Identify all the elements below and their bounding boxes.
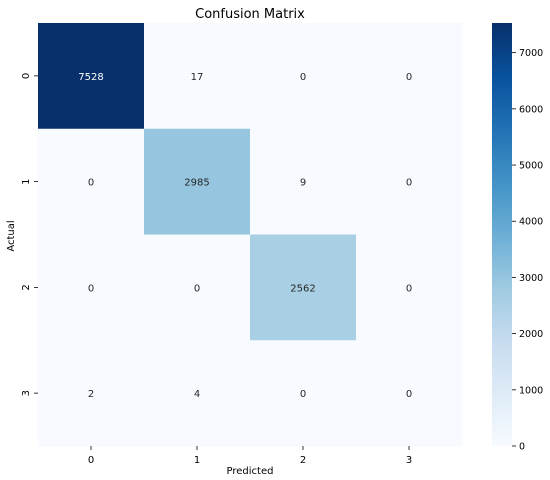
cell-value-label: 0 [88,283,94,294]
cell-value-label: 7528 [78,72,103,83]
colorbar-tick-label: 3000 [519,273,543,284]
x-tick-label: 1 [194,455,200,466]
chart-title: Confusion Matrix [195,7,305,22]
heatmap-cell [38,234,145,341]
heatmap-cell [144,128,251,235]
heatmap-cell [250,128,357,235]
y-tick-label: 2 [21,284,32,290]
heatmap-cell [356,23,463,130]
cell-value-label: 0 [406,72,412,83]
cell-value-label: 2985 [184,178,209,189]
cell-value-label: 0 [406,389,412,400]
cell-value-label: 0 [300,72,306,83]
heatmap-cell [38,128,145,235]
y-tick-label: 3 [21,390,32,396]
colorbar-tick-label: 5000 [519,161,543,172]
cell-value-label: 2562 [290,283,315,294]
cell-value-label: 9 [300,178,306,189]
heatmap-cell [250,340,357,447]
y-axis-ticks: 0 1 2 3 [21,73,38,396]
y-tick-label: 0 [21,73,32,79]
x-tick-label: 2 [300,455,306,466]
y-tick-label: 1 [21,178,32,184]
colorbar-tick-label: 1000 [519,385,543,396]
cell-value-label: 0 [88,178,94,189]
heatmap-cell [144,234,251,341]
heatmap-cell [356,128,463,235]
cell-value-label: 4 [194,389,200,400]
cell-value-label: 2 [88,389,94,400]
colorbar [492,23,512,446]
heatmap-cell [250,23,357,130]
heatmap-cell [144,340,251,447]
heatmap-cell [356,234,463,341]
cell-value-label: 0 [300,389,306,400]
y-axis-label: Actual [6,220,17,251]
heatmap-cell [38,340,145,447]
heatmap-cell-labels: 7528 17 0 0 0 2985 9 0 0 0 2562 0 2 4 0 0 [78,72,412,400]
heatmap-cell [144,23,251,130]
x-axis-label: Predicted [227,466,274,477]
x-tick-label: 3 [406,455,412,466]
colorbar-tick-label: 4000 [519,217,543,228]
cell-value-label: 0 [406,283,412,294]
cell-value-label: 0 [194,283,200,294]
x-axis-ticks: 0 1 2 3 [88,446,412,466]
heatmap-cell [356,340,463,447]
colorbar-tick-label: 0 [519,442,525,453]
colorbar-tick-label: 2000 [519,329,543,340]
heatmap-cell [38,23,145,130]
heatmap-cell [250,234,357,341]
colorbar-ticks: 0 1000 2000 3000 4000 5000 6000 7000 [512,48,543,453]
x-tick-label: 0 [88,455,94,466]
heatmap-cells [38,23,463,447]
colorbar-tick-label: 7000 [519,48,543,59]
cell-value-label: 0 [406,178,412,189]
cell-value-label: 17 [191,72,204,83]
colorbar-tick-label: 6000 [519,104,543,115]
